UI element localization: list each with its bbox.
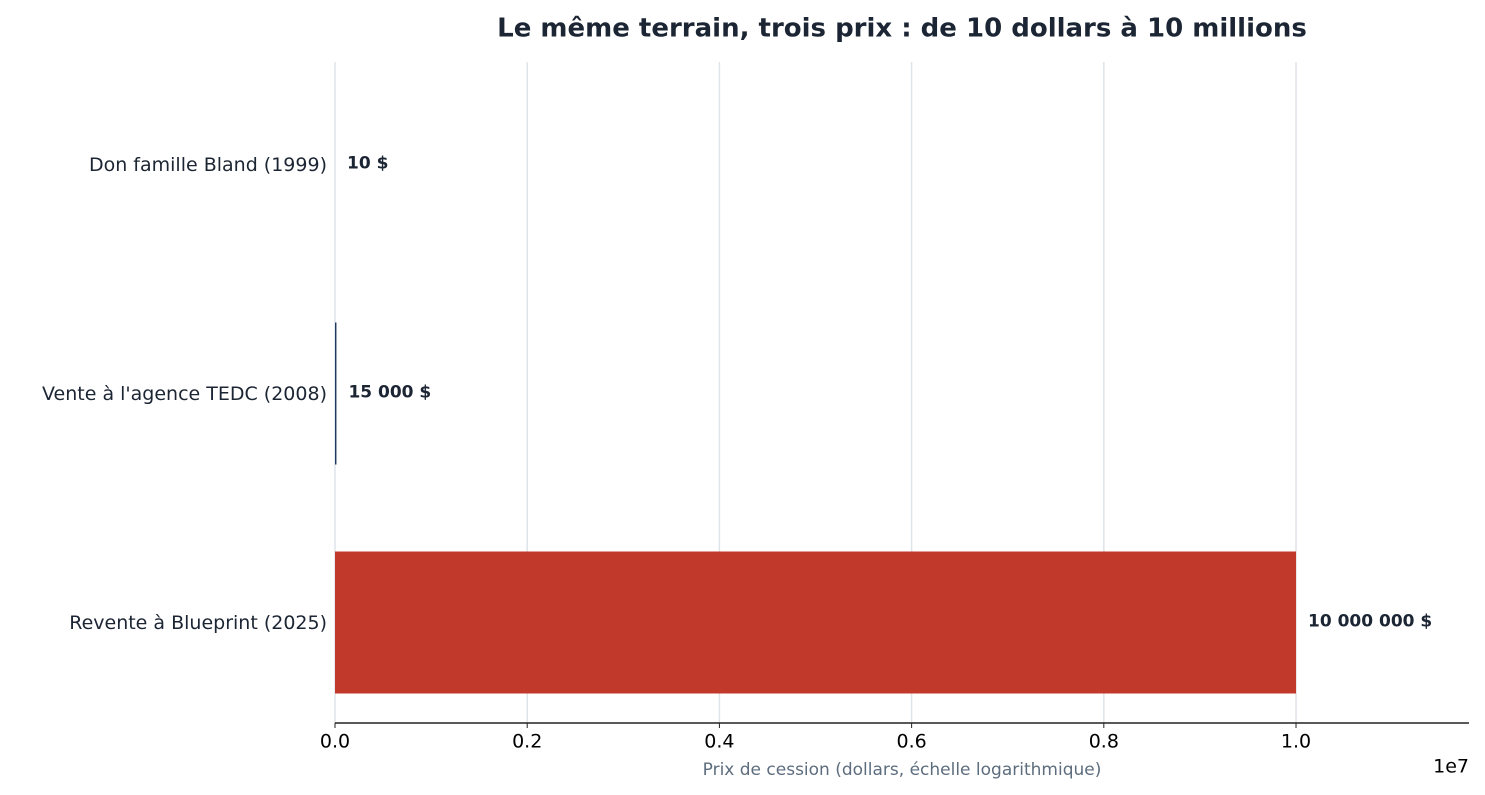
x-tick-label: 1.0 (1281, 731, 1311, 753)
x-tick-label: 0.4 (704, 731, 734, 753)
value-label: 15 000 $ (348, 383, 431, 403)
x-tick-label: 0.2 (512, 731, 542, 753)
y-tick-label: Don famille Bland (1999) (89, 154, 327, 176)
y-tick-label: Revente à Blueprint (2025) (69, 612, 327, 634)
y-tick-label: Vente à l'agence TEDC (2008) (42, 383, 327, 405)
x-tick-label: 0.6 (897, 731, 927, 753)
value-label: 10 000 000 $ (1308, 612, 1432, 632)
chart-title: Le même terrain, trois prix : de 10 doll… (497, 14, 1307, 44)
value-label: 10 $ (347, 154, 388, 174)
bar (335, 322, 337, 465)
bar (335, 551, 1297, 694)
x-offset-label: 1e7 (1433, 756, 1469, 778)
x-tick-label: 0.8 (1089, 731, 1119, 753)
x-axis-label: Prix de cession (dollars, échelle logari… (703, 760, 1102, 780)
x-tick-label: 0.0 (320, 731, 350, 753)
